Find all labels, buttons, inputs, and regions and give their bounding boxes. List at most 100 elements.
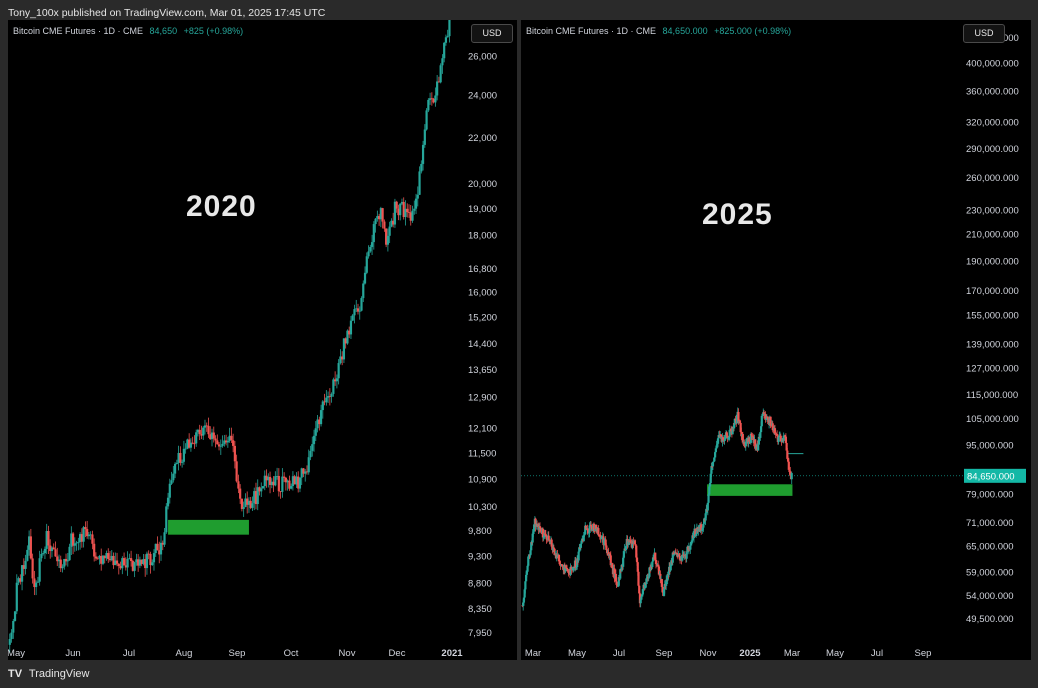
y-tick-label: 290,000.000 (966, 144, 1019, 155)
candle-body (654, 552, 657, 561)
y-tick-label: 210,000.000 (966, 230, 1019, 241)
candle-body (216, 440, 219, 445)
candle-body (700, 524, 703, 531)
candle-body (590, 526, 593, 531)
candle-body (73, 543, 76, 546)
candle-body (210, 432, 214, 440)
candle-body (395, 201, 398, 209)
candle-body (413, 208, 416, 211)
chart-panel-2025[interactable]: 84,650.000440,000.000400,000.000360,000.… (521, 20, 1031, 660)
candle-body (634, 544, 637, 546)
x-tick-label: Mar (525, 648, 541, 659)
candle-body (326, 396, 330, 398)
candle-body (620, 564, 623, 572)
candle-body (629, 540, 632, 542)
candle-body (657, 566, 661, 575)
candle-body (173, 463, 177, 474)
candle-body (168, 483, 171, 498)
candle-body (98, 555, 101, 559)
candle-body (35, 582, 38, 588)
y-tick-label: 8,800 (468, 579, 492, 590)
y-tick-label: 16,000 (468, 288, 497, 299)
candle-body (334, 379, 337, 382)
candle-body (784, 435, 787, 437)
y-tick-label: 170,000.000 (966, 286, 1019, 297)
candle-body (140, 559, 143, 564)
candle-body (258, 487, 261, 492)
candle-body (668, 566, 671, 575)
candle-body (685, 552, 688, 559)
candle-body (84, 527, 87, 530)
chart-panel-2020[interactable]: 26,000 24,000 22,000 20,000 19,000 18,000 16,8… (8, 20, 517, 660)
candle-body (212, 432, 215, 439)
candle-body (567, 571, 570, 573)
candle-body (583, 534, 586, 536)
candle-body (20, 565, 24, 582)
candle-body (542, 537, 545, 539)
candle-body (247, 500, 251, 505)
candle-body (161, 542, 164, 545)
candle-body (672, 552, 675, 555)
candle-body (38, 558, 41, 582)
candle-body (355, 308, 358, 310)
candle-body (704, 513, 707, 521)
candle-body (710, 466, 713, 474)
candle-body (219, 445, 222, 447)
candle-body (639, 599, 642, 604)
candle-body (261, 486, 265, 489)
candle-body (80, 534, 83, 542)
candle-body (789, 471, 792, 476)
candle-body (703, 518, 706, 524)
candle-body (191, 442, 194, 444)
candle-body (93, 543, 96, 557)
candle-body (552, 547, 555, 549)
y-tick-label: 24,000 (468, 90, 497, 101)
candle-body (550, 539, 553, 547)
currency-button[interactable]: USD (963, 24, 1005, 43)
candle-body (152, 553, 156, 563)
candle-body (166, 497, 170, 507)
candle-body (128, 558, 131, 559)
candle-body (295, 476, 298, 485)
x-tick-label: Mar (784, 648, 800, 659)
x-tick-label: Jun (65, 648, 80, 659)
candle-body (614, 573, 617, 582)
candle-body (346, 330, 349, 344)
candle-body (651, 557, 655, 562)
candle-body (242, 506, 245, 509)
candle-body (230, 435, 233, 441)
candle-body (110, 555, 113, 561)
candle-body (379, 208, 382, 220)
candle-body (298, 477, 302, 489)
published-caption: Tony_100x published on TradingView.com, … (8, 7, 326, 19)
price-tag-label: 84,650.000 (967, 471, 1015, 482)
currency-button[interactable]: USD (471, 24, 513, 43)
candle-body (400, 201, 404, 204)
legend-change: +825 (+0.98%) (183, 26, 244, 36)
candle-body (638, 585, 641, 594)
candle-body (689, 545, 692, 550)
candle-body (661, 586, 664, 593)
x-tick-label: Jul (123, 648, 135, 659)
candle-body (406, 208, 409, 213)
candle-body (662, 589, 666, 596)
legend-2025: Bitcoin CME Futures · 1D · CME 84,650.00… (526, 26, 791, 36)
candle-body (605, 545, 608, 551)
candle-body (290, 486, 293, 489)
candle-body (115, 560, 119, 564)
chart-2025-svg[interactable]: 84,650.000440,000.000400,000.000360,000.… (521, 20, 1031, 660)
candle-body (388, 226, 391, 236)
candle-body (288, 480, 291, 489)
candle-body (665, 579, 668, 586)
candle-body (418, 171, 421, 195)
legend-title: Bitcoin CME Futures · 1D · CME (13, 26, 144, 36)
candle-body (103, 555, 106, 559)
chart-2020-svg[interactable]: 26,000 24,000 22,000 20,000 19,000 18,000 16,8… (8, 20, 517, 660)
candle-body (647, 576, 650, 578)
candle-body (708, 486, 711, 495)
candle-body (353, 309, 356, 316)
candle-body (436, 81, 439, 96)
candles (8, 20, 451, 654)
candle-body (43, 548, 47, 554)
candle-body (770, 425, 773, 427)
